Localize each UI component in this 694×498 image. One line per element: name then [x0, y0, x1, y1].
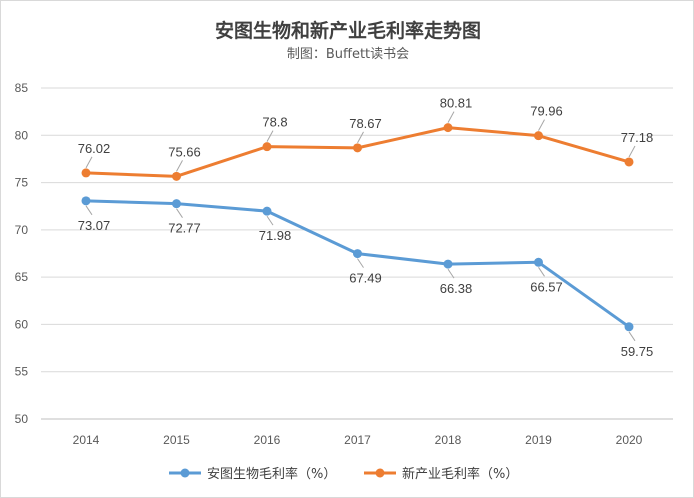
data-point: [443, 259, 453, 269]
y-tick-label: 85: [15, 81, 29, 95]
data-point: [443, 123, 453, 133]
label-leader: [176, 160, 183, 172]
data-label: 78.8: [262, 115, 287, 130]
data-point: [81, 196, 91, 206]
y-tick-label: 55: [15, 365, 29, 379]
legend-marker: [375, 468, 385, 478]
x-axis: 2014 2015 2016 2017 2018 2019 2020: [73, 433, 643, 447]
data-point: [172, 199, 181, 209]
data-label: 66.57: [530, 279, 563, 294]
chart-title: 安图生物和新产业毛利率走势图: [215, 19, 481, 42]
label-leader: [85, 156, 93, 169]
legend-label: 新产业毛利率（%）: [402, 466, 518, 482]
x-tick-label: 2016: [254, 433, 281, 447]
label-leader: [85, 205, 93, 216]
data-label: 79.96: [530, 104, 563, 119]
data-point: [262, 206, 272, 216]
data-point: [172, 171, 181, 181]
y-tick-label: 60: [15, 317, 29, 331]
legend-label: 安图生物毛利率（%）: [207, 466, 336, 482]
data-point: [624, 322, 634, 332]
chart-subtitle: 制图：Buffett读书会: [287, 47, 409, 62]
series-group: 73.07 72.77 71.98 67.49 66.38 66.57 59.75 76.02…: [78, 96, 654, 359]
data-point: [262, 142, 272, 152]
gridlines: [41, 87, 673, 420]
y-tick-label: 75: [15, 176, 29, 190]
x-tick-label: 2017: [344, 433, 371, 447]
data-label: 67.49: [349, 271, 382, 286]
y-tick-label: 70: [15, 223, 29, 237]
data-label: 71.98: [259, 228, 292, 243]
data-label: 66.38: [440, 281, 473, 296]
data-label: 78.67: [349, 116, 382, 131]
data-point: [534, 131, 543, 141]
legend-marker: [180, 468, 190, 478]
label-leader: [628, 331, 636, 342]
data-label: 80.81: [440, 96, 473, 111]
label-leader: [447, 111, 455, 123]
label-leader: [357, 258, 364, 268]
data-point: [534, 257, 543, 267]
label-leader: [447, 268, 455, 279]
y-tick-label: 65: [15, 270, 29, 284]
data-label: 72.77: [168, 221, 201, 236]
data-label: 76.02: [78, 141, 111, 156]
data-label: 59.75: [621, 344, 654, 359]
x-tick-label: 2014: [73, 433, 100, 447]
data-point: [353, 249, 362, 259]
data-point: [353, 143, 362, 153]
data-label: 73.07: [78, 218, 111, 233]
data-label: 77.18: [621, 130, 654, 145]
label-leader: [357, 131, 364, 144]
label-leader: [538, 267, 545, 277]
data-label: 75.66: [168, 144, 201, 159]
x-tick-label: 2015: [163, 433, 190, 447]
y-tick-label: 50: [15, 412, 29, 426]
label-leader: [176, 208, 183, 218]
x-tick-label: 2019: [525, 433, 552, 447]
data-point: [624, 157, 634, 167]
x-tick-label: 2018: [435, 433, 462, 447]
legend: 安图生物毛利率（%） 新产业毛利率（%）: [169, 466, 518, 482]
label-leader: [538, 119, 545, 131]
y-tick-label: 80: [15, 128, 29, 142]
label-leader: [266, 215, 274, 226]
x-tick-label: 2020: [616, 433, 643, 447]
data-point: [81, 168, 91, 178]
y-axis: 50 55 60 65 70 75 80 85: [15, 81, 29, 426]
label-leader: [628, 145, 636, 158]
label-leader: [266, 130, 274, 142]
